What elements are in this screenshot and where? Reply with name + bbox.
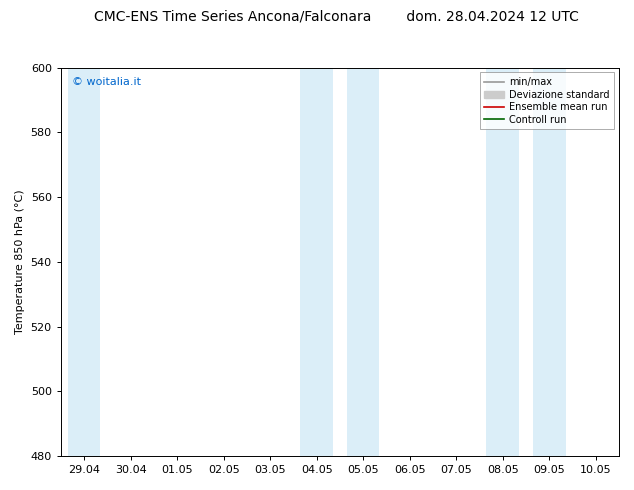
Bar (301, 68, 333, 456)
Bar (68, 68, 100, 456)
Text: CMC-ENS Time Series Ancona/Falconara        dom. 28.04.2024 12 UTC: CMC-ENS Time Series Ancona/Falconara dom… (94, 10, 578, 24)
Bar (347, 68, 380, 456)
Bar (533, 68, 566, 456)
Bar (486, 68, 519, 456)
Text: © woitalia.it: © woitalia.it (72, 77, 141, 87)
Legend: min/max, Deviazione standard, Ensemble mean run, Controll run: min/max, Deviazione standard, Ensemble m… (479, 73, 614, 129)
Y-axis label: Temperature 850 hPa (°C): Temperature 850 hPa (°C) (15, 190, 25, 334)
